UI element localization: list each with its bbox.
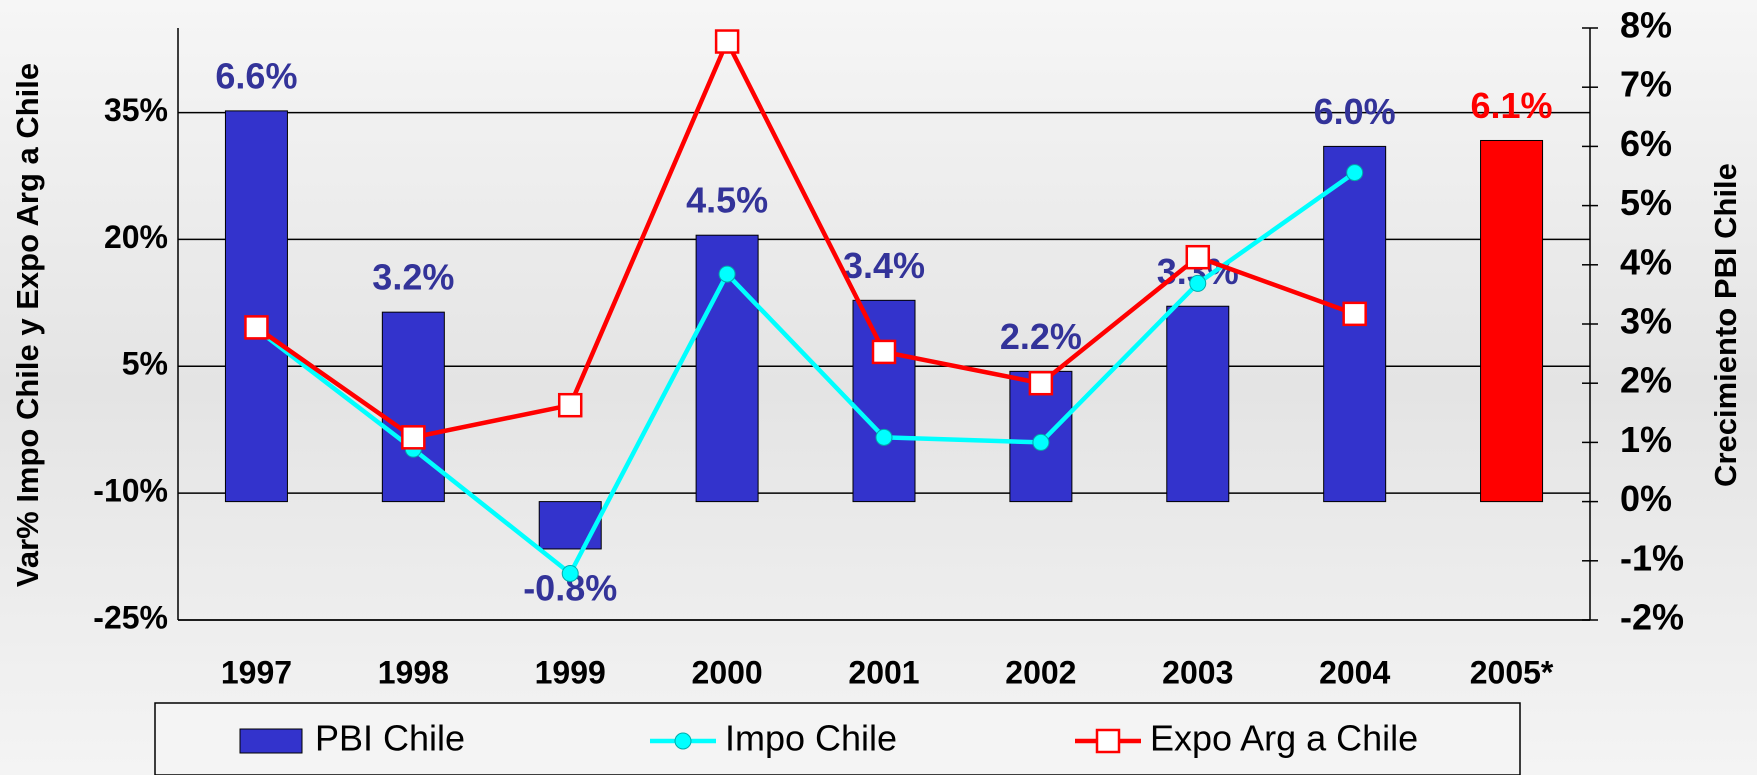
marker (1189, 274, 1207, 292)
x-tick-label: 2001 (848, 654, 919, 690)
legend-label: PBI Chile (315, 718, 465, 759)
marker (557, 392, 583, 418)
y-tick-label: 20% (104, 219, 168, 255)
marker (718, 265, 736, 283)
marker (1032, 433, 1050, 451)
y-tick-label: -25% (93, 599, 168, 635)
y2-tick-label: 6% (1620, 123, 1672, 164)
x-tick-label: 2004 (1319, 654, 1390, 690)
y2-tick-label: -1% (1620, 537, 1684, 578)
bar (224, 110, 288, 503)
y-axis-label: Var% Impo Chile y Expo Arg a Chile (10, 63, 45, 587)
data-label: 4.5% (686, 180, 768, 221)
x-tick-label: 2003 (1162, 654, 1233, 690)
marker (1028, 370, 1054, 396)
y2-tick-label: 8% (1620, 5, 1672, 46)
y2-tick-label: 3% (1620, 301, 1672, 342)
line (255, 170, 1356, 577)
bar (381, 311, 445, 503)
y2-tick-label: 4% (1620, 241, 1672, 282)
bar (538, 501, 602, 550)
y-tick-label: 5% (122, 346, 168, 382)
x-tick-label: 2002 (1005, 654, 1076, 690)
x-tick-label: 1997 (221, 654, 292, 690)
data-label: 3.4% (843, 245, 925, 286)
legend-label: Expo Arg a Chile (1150, 718, 1418, 759)
y2-axis-label: Crecimiento PBI Chile (1708, 163, 1743, 487)
bar (852, 299, 916, 503)
data-label: 6.6% (215, 55, 297, 96)
y2-tick-label: -2% (1620, 597, 1684, 638)
legend-marker (674, 732, 692, 750)
legend-swatch (239, 728, 303, 754)
marker (875, 428, 893, 446)
x-tick-label: 1999 (535, 654, 606, 690)
marker (1342, 301, 1367, 327)
y-tick-label: 35% (104, 92, 168, 128)
marker (714, 29, 740, 54)
marker (244, 315, 269, 340)
bar (1480, 139, 1544, 503)
marker (1346, 164, 1364, 182)
legend-label: Impo Chile (725, 718, 897, 759)
y2-tick-label: 1% (1620, 419, 1672, 460)
marker (871, 339, 897, 365)
line (255, 36, 1356, 440)
y2-tick-label: 7% (1620, 64, 1672, 105)
marker (1185, 244, 1211, 270)
y-tick-label: -10% (93, 473, 168, 509)
legend-marker (1095, 728, 1121, 754)
marker (401, 425, 426, 450)
x-tick-label: 2000 (692, 654, 763, 690)
data-label: 2.2% (1000, 316, 1082, 357)
legend (154, 702, 1521, 775)
data-label: 3.2% (372, 257, 454, 298)
y2-tick-label: 2% (1620, 360, 1672, 401)
marker (561, 564, 579, 582)
bar (1166, 305, 1230, 503)
data-label: 6.0% (1314, 91, 1396, 132)
y2-tick-label: 5% (1620, 182, 1672, 223)
y2-tick-label: 0% (1620, 478, 1672, 519)
x-tick-label: 2005* (1470, 654, 1554, 690)
x-tick-label: 1998 (378, 654, 449, 690)
data-label: 6.1% (1471, 85, 1553, 126)
